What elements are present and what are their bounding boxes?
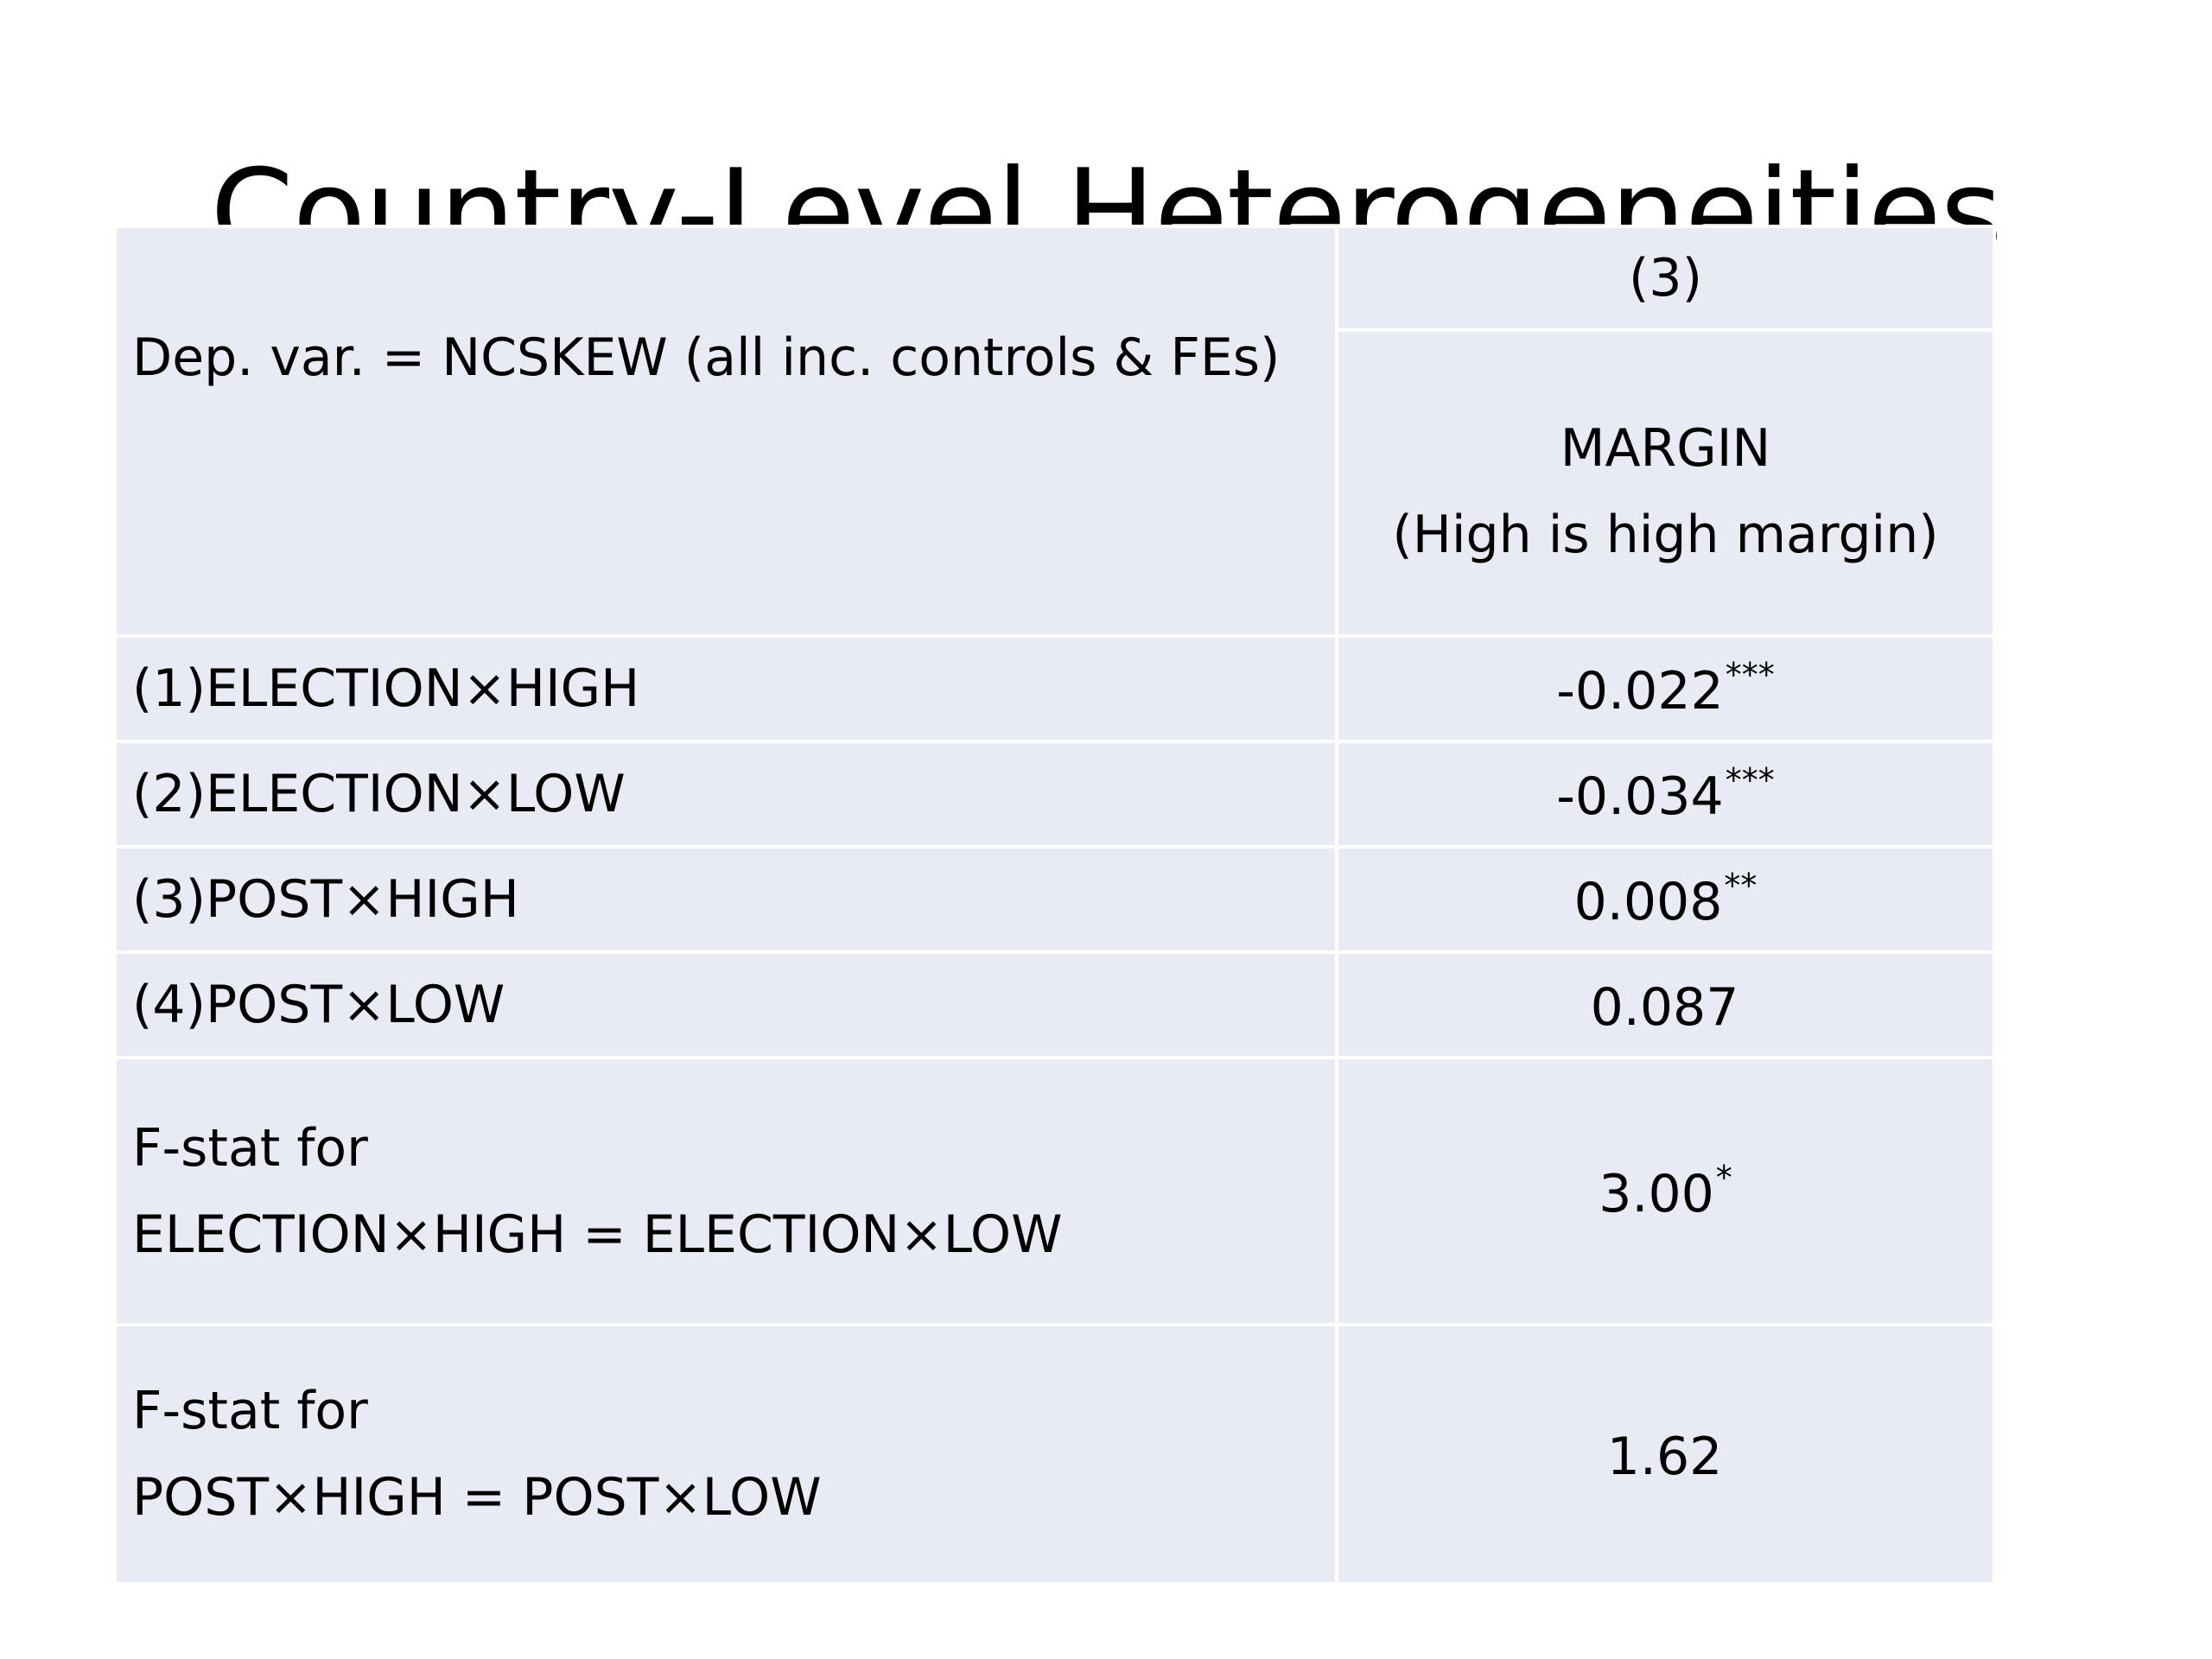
fstat-value: 1.62 [1606, 1427, 1723, 1487]
significance-stars: ** [1724, 867, 1758, 905]
table-row-column-number: Dep. var. = NCSKEW (all inc. controls & … [113, 225, 1996, 638]
coefficient-value: -0.034 [1556, 766, 1724, 827]
fstat-label-cell: F-stat for POST×HIGH = POST×LOW [113, 1323, 1338, 1586]
column-number: (3) [1629, 248, 1702, 308]
table-row-fstat: F-stat for POST×HIGH = POST×LOW 1.62 [113, 1323, 1996, 1586]
coefficient-cell: 0.087 [1335, 950, 1996, 1059]
significance-stars: *** [1725, 656, 1775, 694]
table-row: (2)ELECTION×LOW -0.034*** [113, 740, 1996, 849]
table-row-fstat: F-stat for ELECTION×HIGH = ELECTION×LOW … [113, 1056, 1996, 1326]
dependent-variable-label-cell: Dep. var. = NCSKEW (all inc. controls & … [113, 225, 1338, 638]
fstat-value-cell: 3.00* [1335, 1056, 1996, 1326]
significance-stars: *** [1725, 761, 1775, 799]
table-row: (4)POST×LOW 0.087 [113, 950, 1996, 1059]
row-label: (3)POST×HIGH [113, 845, 1338, 954]
dependent-variable-label: Dep. var. = NCSKEW (all inc. controls & … [132, 327, 1281, 388]
regression-results-table: Dep. var. = NCSKEW (all inc. controls & … [113, 225, 1996, 1586]
fstat-label-line1: F-stat for [132, 1381, 368, 1441]
table-row: (1)ELECTION×HIGH -0.022*** [113, 634, 1996, 743]
column-header-cell: MARGIN (High is high margin) [1335, 328, 1996, 638]
table-row-column-header: MARGIN (High is high margin) [115, 328, 1996, 638]
fstat-label-line2: ELECTION×HIGH = ELECTION×LOW [132, 1204, 1063, 1265]
fstat-label-line1: F-stat for [132, 1117, 368, 1179]
fstat-label-cell: F-stat for ELECTION×HIGH = ELECTION×LOW [113, 1056, 1338, 1326]
fstat-value-cell: 1.62 [1335, 1323, 1996, 1586]
coefficient-cell: -0.034*** [1335, 740, 1996, 849]
row-label: (2)ELECTION×LOW [113, 740, 1338, 849]
coefficient-cell: 0.008** [1335, 845, 1996, 954]
significance-stars: * [1715, 1158, 1732, 1197]
coefficient-cell: -0.022*** [1335, 634, 1996, 743]
row-label: (4)POST×LOW [113, 950, 1338, 1059]
column-subtitle: (High is high margin) [1392, 505, 1939, 565]
coefficient-value: -0.022 [1556, 661, 1724, 721]
column-number-cell: (3) [1335, 225, 1996, 332]
fstat-value: 3.00 [1599, 1163, 1714, 1224]
row-label: (1)ELECTION×HIGH [113, 634, 1338, 743]
coefficient-value: 0.008 [1573, 872, 1723, 932]
coefficient-value: 0.087 [1590, 977, 1739, 1038]
column-title: MARGIN [1560, 418, 1771, 479]
table-row: (3)POST×HIGH 0.008** [113, 845, 1996, 954]
fstat-label-line2: POST×HIGH = POST×LOW [132, 1467, 822, 1528]
